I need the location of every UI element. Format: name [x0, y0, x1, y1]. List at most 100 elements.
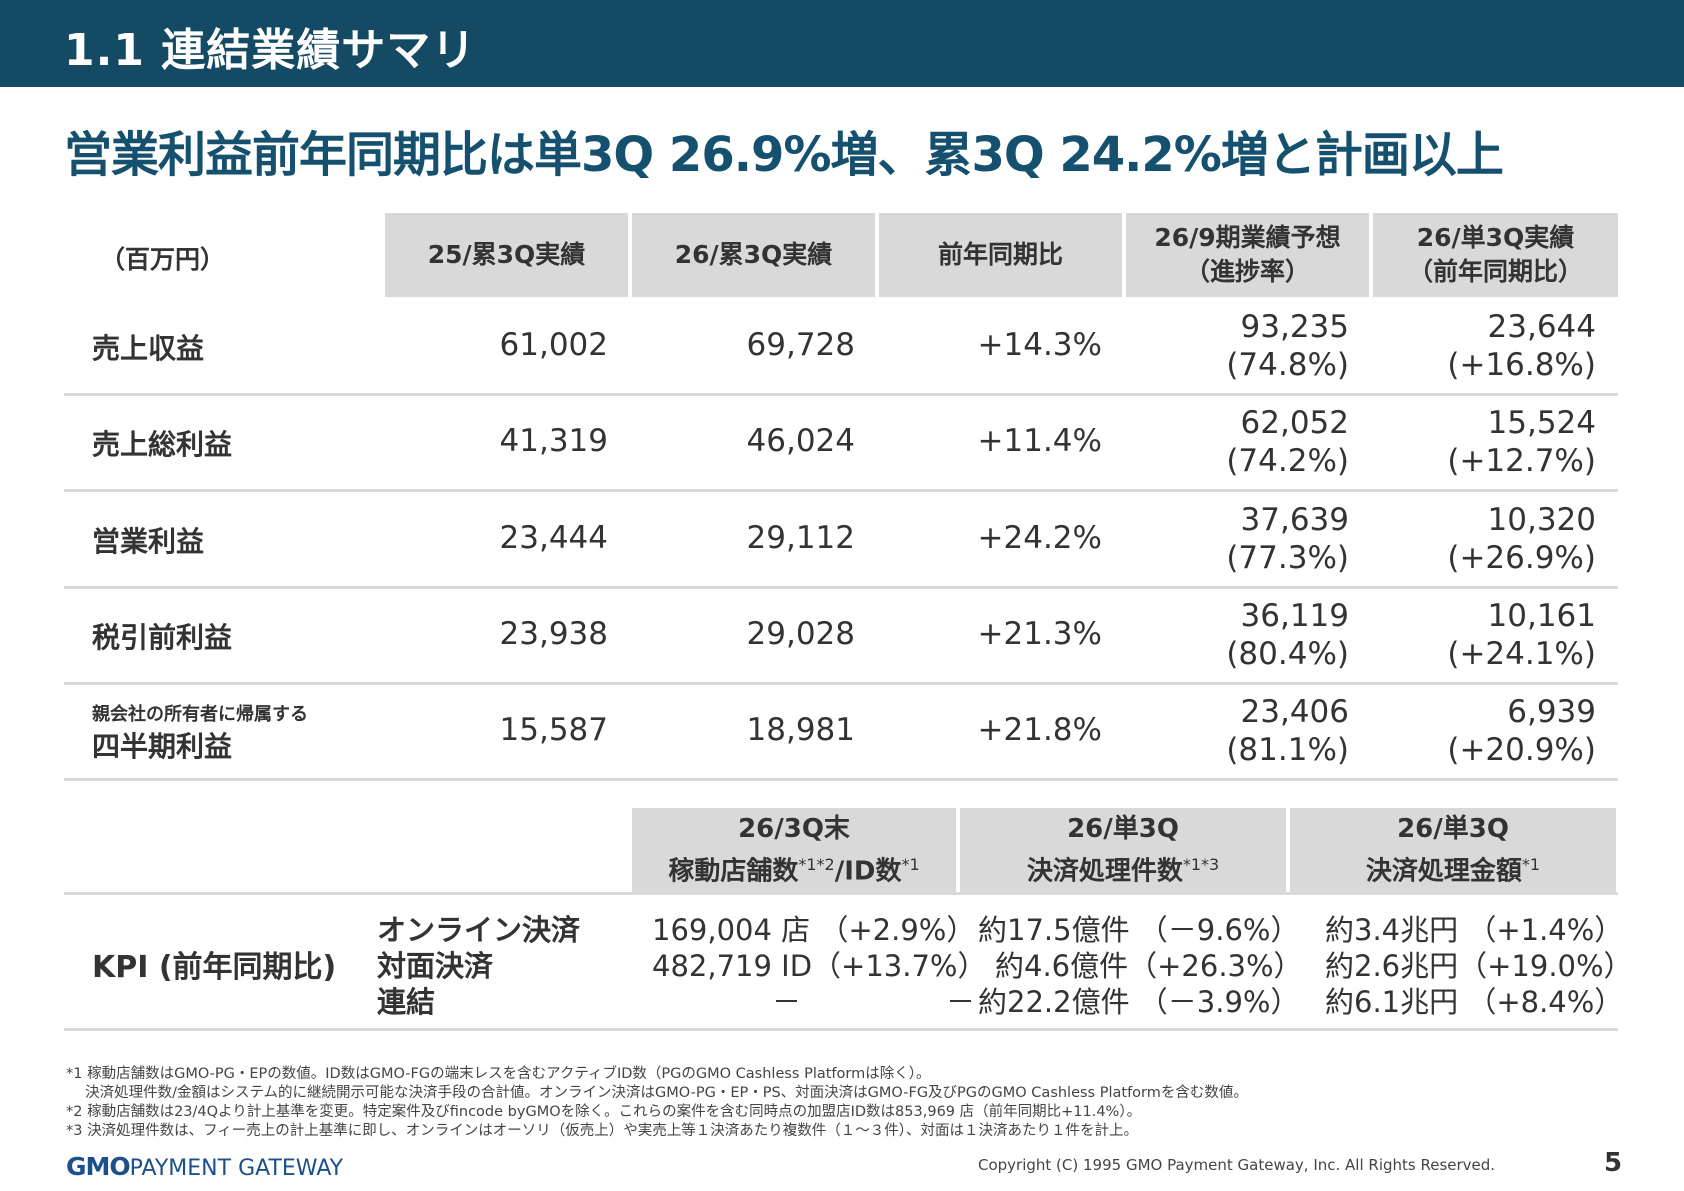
- kpi-sub-offline: 対面決済: [377, 949, 494, 983]
- progress-rate: (80.4%): [1226, 636, 1349, 672]
- kpi-header-amount-line1: 26/単3Q: [1397, 813, 1509, 844]
- kpi-stores-online: 169,004 店 （+2.9%）: [652, 913, 976, 947]
- row-divider: [64, 586, 1618, 589]
- kpi-transactions-offline: 約4.6億件（+26.3%）: [995, 949, 1303, 983]
- kpi-header-text: 決済処理件数: [1026, 856, 1183, 887]
- kpi-label: KPI (前年同期比): [92, 950, 337, 985]
- col-header-4-line2: （進捗率）: [1184, 257, 1310, 286]
- cell-pretax-yoy: +21.3%: [977, 616, 1102, 652]
- kpi-stores-offline: 482,719 ID（+13.7%）: [652, 949, 987, 983]
- col-header-3-text: 前年同期比: [937, 240, 1063, 269]
- kpi-header-amount-line2: 決済処理金額*1: [1366, 847, 1540, 890]
- q3-value: 10,161: [1487, 598, 1596, 634]
- cell-revenue-curr: 69,728: [746, 327, 855, 363]
- cell-gross-curr: 46,024: [746, 423, 855, 459]
- kpi-amount-online: 約3.4兆円 （+1.4%）: [1325, 913, 1624, 947]
- cell-gross-forecast: 62,052 (74.2%): [1226, 404, 1349, 480]
- forecast-value: 37,639: [1240, 502, 1349, 538]
- cell-pretax-forecast: 36,119 (80.4%): [1226, 597, 1349, 673]
- kpi-sub-consolidated: 連結: [377, 985, 436, 1019]
- kpi-header-transactions-line1: 26/単3Q: [1067, 813, 1179, 844]
- cell-net-yoy: +21.8%: [977, 712, 1102, 748]
- q3-value: 6,939: [1507, 694, 1596, 730]
- progress-rate: (74.8%): [1226, 347, 1349, 383]
- q3-yoy: (+12.7%): [1447, 443, 1596, 479]
- logo-gmo: GMO: [66, 1152, 131, 1181]
- row-label-net-profit: 四半期利益: [92, 730, 233, 763]
- cell-pretax-curr: 29,028: [746, 616, 855, 652]
- cell-net-forecast: 23,406 (81.1%): [1226, 693, 1349, 769]
- footnote-1b: 決済処理件数/金額はシステム的に継続開示可能な決済手段の合計値。オンライン決済は…: [66, 1085, 1248, 1101]
- cell-revenue-prev: 61,002: [499, 327, 608, 363]
- col-header-1-text: 25/累3Q実績: [427, 240, 586, 269]
- footnote-ref: *1*3: [1182, 854, 1220, 874]
- footnote-3: *3 決済処理件数は、フィー売上の計上基準に即し、オンラインはオーソリ（仮売上）…: [66, 1123, 1139, 1139]
- cell-gross-q3: 15,524 (+12.7%): [1447, 404, 1596, 480]
- cell-net-q3: 6,939 (+20.9%): [1447, 693, 1596, 769]
- q3-value: 15,524: [1487, 405, 1596, 441]
- kpi-header-transactions-line2: 決済処理件数*1*3: [1027, 847, 1219, 890]
- copyright: Copyright (C) 1995 GMO Payment Gateway, …: [978, 1156, 1496, 1174]
- logo-text: PAYMENT GATEWAY: [129, 1156, 344, 1181]
- cell-gross-yoy: +11.4%: [977, 423, 1102, 459]
- kpi-stores-consolidated: － －: [772, 985, 976, 1019]
- kpi-header-text: /ID数: [834, 856, 902, 887]
- kpi-bottom-divider: [64, 1028, 1618, 1031]
- footnote-2: *2 稼動店舗数は23/4Qより計上基準を変更。特定案件及びfincode by…: [66, 1104, 1142, 1120]
- forecast-value: 93,235: [1240, 309, 1349, 345]
- cell-gross-prev: 41,319: [499, 423, 608, 459]
- kpi-header-stores-line2: 稼動店舗数*1*2/ID数*1: [668, 847, 919, 890]
- col-header-5-line2: （前年同期比）: [1407, 257, 1583, 286]
- kpi-transactions-consolidated: 約22.2億件 （－3.9%）: [978, 985, 1300, 1019]
- cell-pretax-q3: 10,161 (+24.1%): [1447, 597, 1596, 673]
- kpi-header-amount: 26/単3Q 決済処理金額*1: [1290, 808, 1616, 892]
- headline: 営業利益前年同期比は単3Q 26.9%増、累3Q 24.2%増と計画以上: [64, 127, 1504, 183]
- header-bar: 1.1 連結業績サマリ: [0, 0, 1684, 87]
- kpi-header-stores: 26/3Q末 稼動店舗数*1*2/ID数*1: [632, 808, 956, 892]
- forecast-value: 36,119: [1240, 598, 1349, 634]
- kpi-header-stores-line1: 26/3Q末: [738, 813, 850, 844]
- row-label-operating-profit: 営業利益: [92, 525, 205, 558]
- col-header-1: 25/累3Q実績: [385, 213, 628, 297]
- q3-yoy: (+26.9%): [1447, 540, 1596, 576]
- cell-net-prev: 15,587: [499, 712, 608, 748]
- row-divider: [64, 778, 1618, 781]
- col-header-5: 26/単3Q実績 （前年同期比）: [1373, 213, 1618, 297]
- cell-op-prev: 23,444: [499, 520, 608, 556]
- row-divider: [64, 393, 1618, 396]
- progress-rate: (77.3%): [1226, 540, 1349, 576]
- cell-revenue-forecast: 93,235 (74.8%): [1226, 308, 1349, 384]
- progress-rate: (74.2%): [1226, 443, 1349, 479]
- row-label-revenue: 売上収益: [92, 332, 205, 365]
- q3-yoy: (+20.9%): [1447, 732, 1596, 768]
- page-title: 1.1 連結業績サマリ: [64, 25, 477, 76]
- kpi-transactions-online: 約17.5億件 （－9.6%）: [978, 913, 1300, 947]
- cell-op-curr: 29,112: [746, 520, 855, 556]
- col-header-4-line1: 26/9期業績予想: [1154, 223, 1341, 252]
- cell-op-yoy: +24.2%: [977, 520, 1102, 556]
- q3-value: 23,644: [1487, 309, 1596, 345]
- page-number: 5: [1604, 1148, 1623, 1178]
- cell-op-q3: 10,320 (+26.9%): [1447, 501, 1596, 577]
- footnote-ref: *1: [901, 854, 920, 874]
- kpi-header-transactions: 26/単3Q 決済処理件数*1*3: [960, 808, 1286, 892]
- q3-value: 10,320: [1487, 502, 1596, 538]
- col-header-2-text: 26/累3Q実績: [674, 240, 833, 269]
- footnote-ref: *1: [1521, 854, 1541, 874]
- forecast-value: 62,052: [1240, 405, 1349, 441]
- kpi-header-text: 決済処理金額: [1365, 856, 1522, 887]
- cell-revenue-q3: 23,644 (+16.8%): [1447, 308, 1596, 384]
- kpi-sub-online: オンライン決済: [377, 913, 581, 947]
- cell-op-forecast: 37,639 (77.3%): [1226, 501, 1349, 577]
- col-header-4: 26/9期業績予想 （進捗率）: [1126, 213, 1369, 297]
- progress-rate: (81.1%): [1226, 732, 1349, 768]
- unit-label: （百万円）: [100, 245, 226, 274]
- kpi-header-text: 稼動店舗数: [668, 856, 799, 887]
- row-divider: [64, 489, 1618, 492]
- kpi-header-divider: [64, 892, 1618, 895]
- row-divider: [64, 682, 1618, 685]
- q3-yoy: (+24.1%): [1447, 636, 1596, 672]
- kpi-amount-consolidated: 約6.1兆円 （+8.4%）: [1325, 985, 1624, 1019]
- cell-pretax-prev: 23,938: [499, 616, 608, 652]
- col-header-5-line1: 26/単3Q実績: [1416, 223, 1575, 252]
